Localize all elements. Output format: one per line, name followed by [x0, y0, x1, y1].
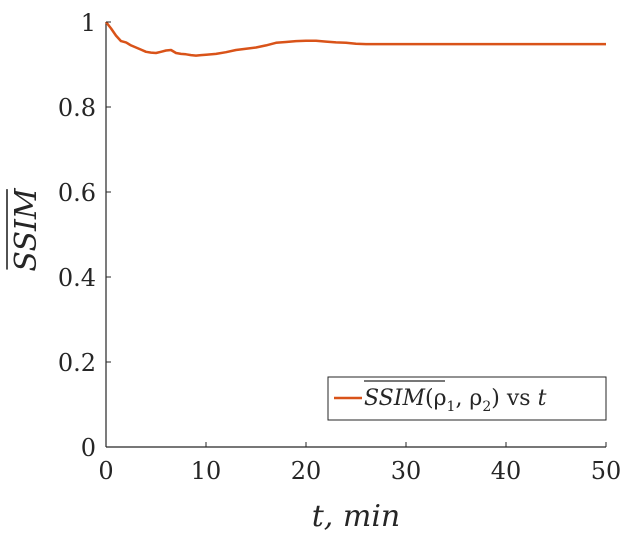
legend-close: ): [491, 386, 500, 411]
y-axis-title-group: SSIM: [6, 187, 44, 272]
x-tick-label: 20: [291, 457, 322, 485]
x-tick-label: 40: [491, 457, 522, 485]
y-axis-title: SSIM: [9, 187, 44, 271]
y-tick-label: 0.6: [58, 179, 96, 207]
x-tick-label: 30: [391, 457, 422, 485]
x-tick-label: 0: [98, 457, 113, 485]
y-tick-label: 0.8: [58, 94, 96, 122]
legend-term: SSIM: [364, 386, 425, 411]
y-tick-label: 0.4: [58, 264, 96, 292]
legend-sub-2: 2: [482, 399, 491, 415]
legend-label: SSIM(ρ1, ρ2) vs t: [364, 386, 547, 415]
x-tick-label: 10: [191, 457, 222, 485]
series-layer: [105, 21, 606, 57]
y-tick-label: 1: [81, 9, 96, 37]
axes: [105, 22, 606, 448]
ticks-layer: 0 10 20 30 40 50 0 0.2 0.4 0.6 0.8 1: [58, 9, 621, 485]
legend-sub-1: 1: [447, 399, 456, 415]
legend: SSIM(ρ1, ρ2) vs t: [327, 376, 607, 421]
x-tick-label: 50: [591, 457, 622, 485]
legend-box: [327, 376, 607, 421]
legend-args: (ρ: [425, 386, 447, 411]
series-line-0: [105, 21, 606, 57]
legend-vs: vs: [500, 386, 538, 411]
y-tick-label: 0.2: [58, 349, 96, 377]
legend-var: t: [538, 386, 547, 411]
legend-mid: , ρ: [455, 386, 482, 411]
x-axis-title: t, min: [312, 499, 401, 533]
y-tick-label: 0: [81, 434, 96, 462]
